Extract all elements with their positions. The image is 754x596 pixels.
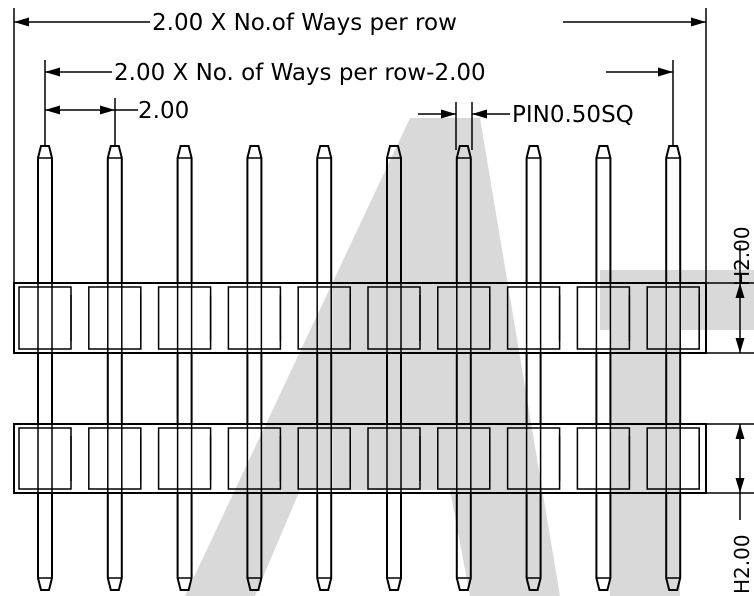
pin-lower (246, 493, 263, 591)
pin-lower (106, 493, 123, 591)
pin-size-dimension: PIN0.50SQ (418, 102, 634, 150)
pin-upper (37, 145, 53, 283)
pin-upper (106, 145, 123, 283)
pitch-label: 2.00 (138, 98, 189, 124)
pin-upper (246, 145, 263, 283)
lower-height-dimension: H2.00 (706, 423, 754, 594)
pin-upper (316, 145, 333, 283)
pin-lower (455, 493, 472, 591)
pin-lower (176, 493, 193, 591)
pin-size-label: PIN0.50SQ (512, 102, 634, 128)
housing-block (18, 286, 72, 350)
pin-lower (665, 493, 682, 591)
pin-upper (525, 145, 542, 283)
pin-upper (386, 145, 402, 283)
pin-lower (37, 493, 53, 591)
housing-block (227, 286, 282, 350)
pin-lower (595, 493, 612, 591)
upper-height-label: H2.00 (730, 226, 754, 286)
pin-lower (316, 493, 333, 591)
housing-block (18, 427, 72, 490)
pitch-dimension: 2.00 (45, 98, 189, 145)
pin-span-dimension: 2.00 X No. of Ways per row-2.00 (44, 60, 674, 145)
overall-length-dimension: 2.00 X No.of Ways per row (13, 8, 707, 290)
housing-block (157, 427, 212, 490)
housing-row-outline (13, 423, 707, 494)
upper-height-dimension: H2.00 (706, 226, 754, 354)
watermark-logo (185, 118, 754, 596)
housing-block (157, 286, 212, 350)
pin-upper (455, 145, 472, 283)
pin-upper (665, 145, 682, 283)
housing-block (88, 427, 142, 490)
pin-span-label: 2.00 X No. of Ways per row-2.00 (114, 60, 486, 86)
pin-lower (525, 493, 542, 591)
housings-group (13, 282, 707, 494)
housing-block (88, 286, 142, 350)
housing-row-outline (13, 282, 707, 354)
lower-height-label: H2.00 (730, 534, 754, 594)
pins-group (37, 145, 682, 591)
overall-length-label: 2.00 X No.of Ways per row (152, 10, 457, 36)
pin-upper (176, 145, 193, 283)
pin-upper (595, 145, 612, 283)
pin-lower (386, 493, 402, 591)
